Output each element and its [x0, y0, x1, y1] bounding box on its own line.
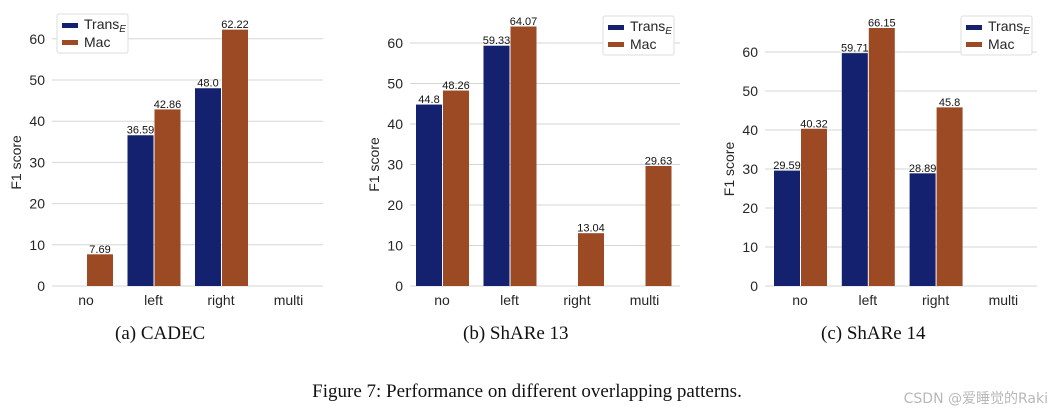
bar-mac — [578, 233, 604, 286]
subcaption-share13: (b) ShARe 13 — [463, 323, 569, 344]
chart-share14: 0 10 20 30 40 50 60 F1 score 29.59 40.32 no 59.71 66… — [721, 15, 1037, 308]
x-tick-label: multi — [274, 292, 304, 308]
y-tick-label: 50 — [387, 76, 403, 92]
y-tick-label: 30 — [742, 161, 758, 177]
bar-mac — [87, 254, 113, 286]
bar-transe — [841, 53, 868, 287]
watermark: CSDN @爱睡觉的Raki — [903, 391, 1048, 407]
x-tick-label: right — [207, 292, 234, 308]
legend-label-mac: Mac — [84, 34, 110, 50]
bar-mac — [154, 109, 181, 286]
data-label: 48.0 — [197, 78, 218, 90]
x-tick-label: right — [563, 292, 590, 308]
y-tick-label: 30 — [387, 157, 403, 173]
bar-transe — [127, 135, 154, 286]
legend-swatch-mac — [608, 42, 624, 47]
y-tick-label: 30 — [29, 154, 45, 170]
y-tick-label: 20 — [387, 197, 403, 213]
y-axis-label: F1 score — [366, 137, 382, 192]
y-tick-label: 60 — [29, 31, 45, 47]
y-tick-label: 40 — [29, 113, 45, 129]
data-label: 29.59 — [773, 160, 801, 172]
x-tick-label: no — [434, 292, 450, 308]
bar-mac — [936, 107, 963, 286]
bar-transe — [195, 88, 221, 287]
y-tick-label: 20 — [742, 200, 758, 216]
legend-label-mac: Mac — [988, 36, 1014, 52]
y-tick-label: 10 — [29, 237, 45, 253]
x-tick-label: multi — [630, 292, 660, 308]
legend-swatch-transe — [62, 23, 78, 28]
x-tick-label: multi — [989, 292, 1019, 308]
legend-swatch-mac — [966, 42, 982, 47]
legend-swatch-transe — [608, 25, 624, 30]
x-tick-label: right — [922, 292, 949, 308]
y-tick-label: 40 — [742, 122, 758, 138]
bar-mac — [645, 165, 672, 286]
data-label: 29.63 — [645, 155, 673, 167]
x-tick-label: left — [500, 292, 519, 308]
y-tick-label: 50 — [742, 83, 758, 99]
y-tick-label: 10 — [387, 238, 403, 254]
bar-mac — [868, 28, 895, 286]
data-label: 44.8 — [418, 94, 439, 106]
y-tick-label: 50 — [29, 72, 45, 88]
bar-transe — [909, 173, 936, 286]
bar-mac — [222, 29, 248, 287]
bar-mac — [801, 128, 827, 286]
subcaption-share14: (c) ShARe 14 — [821, 323, 926, 344]
chart-cadec: 0 10 20 30 40 50 60 F1 score 7.69 no 36.59 42.86 lef… — [8, 13, 323, 308]
bar-mac — [510, 26, 537, 286]
data-label: 64.07 — [510, 16, 538, 28]
y-tick-label: 20 — [29, 196, 45, 212]
y-tick-label: 0 — [395, 278, 403, 294]
legend-swatch-transe — [966, 25, 982, 30]
x-tick-label: no — [78, 292, 94, 308]
legend-swatch-mac — [62, 40, 78, 45]
data-label: 28.89 — [909, 163, 937, 175]
bar-mac — [443, 90, 469, 286]
y-tick-label: 40 — [387, 116, 403, 132]
legend-label-transe: TransE — [988, 18, 1030, 37]
chart-share13: 0 10 20 30 40 50 60 F1 score 44.848.26 no 59.33 64.… — [366, 15, 680, 308]
data-label: 62.22 — [221, 19, 249, 31]
y-axis-label: F1 score — [8, 135, 24, 190]
data-label: 59.71 — [841, 43, 869, 55]
legend-label-mac: Mac — [630, 36, 656, 52]
y-tick-label: 60 — [387, 35, 403, 51]
data-label: 40.32 — [800, 118, 828, 130]
y-tick-label: 60 — [742, 44, 758, 60]
legend-label-transe: TransE — [630, 18, 672, 37]
bar-transe — [416, 104, 442, 286]
y-axis-label: F1 score — [721, 142, 737, 197]
legend-label-transe: TransE — [84, 16, 126, 35]
data-label: 59.33 — [483, 35, 511, 47]
bar-transe — [774, 170, 800, 286]
data-label: 13.04 — [577, 223, 605, 235]
data-label: 48.26 — [442, 80, 470, 92]
data-label: 7.69 — [89, 244, 110, 256]
x-tick-label: left — [858, 292, 877, 308]
data-label: 66.15 — [868, 18, 896, 30]
x-tick-label: left — [144, 292, 163, 308]
data-label: 45.8 — [939, 97, 960, 109]
y-tick-label: 0 — [37, 278, 45, 294]
figure-caption: Figure 7: Performance on different overl… — [312, 381, 742, 402]
bar-transe — [483, 45, 510, 286]
y-tick-label: 10 — [742, 239, 758, 255]
subcaption-cadec: (a) CADEC — [115, 323, 206, 344]
y-tick-label: 0 — [750, 278, 758, 294]
x-tick-label: no — [792, 292, 808, 308]
data-label: 42.86 — [154, 99, 182, 111]
data-label: 36.59 — [127, 125, 155, 137]
